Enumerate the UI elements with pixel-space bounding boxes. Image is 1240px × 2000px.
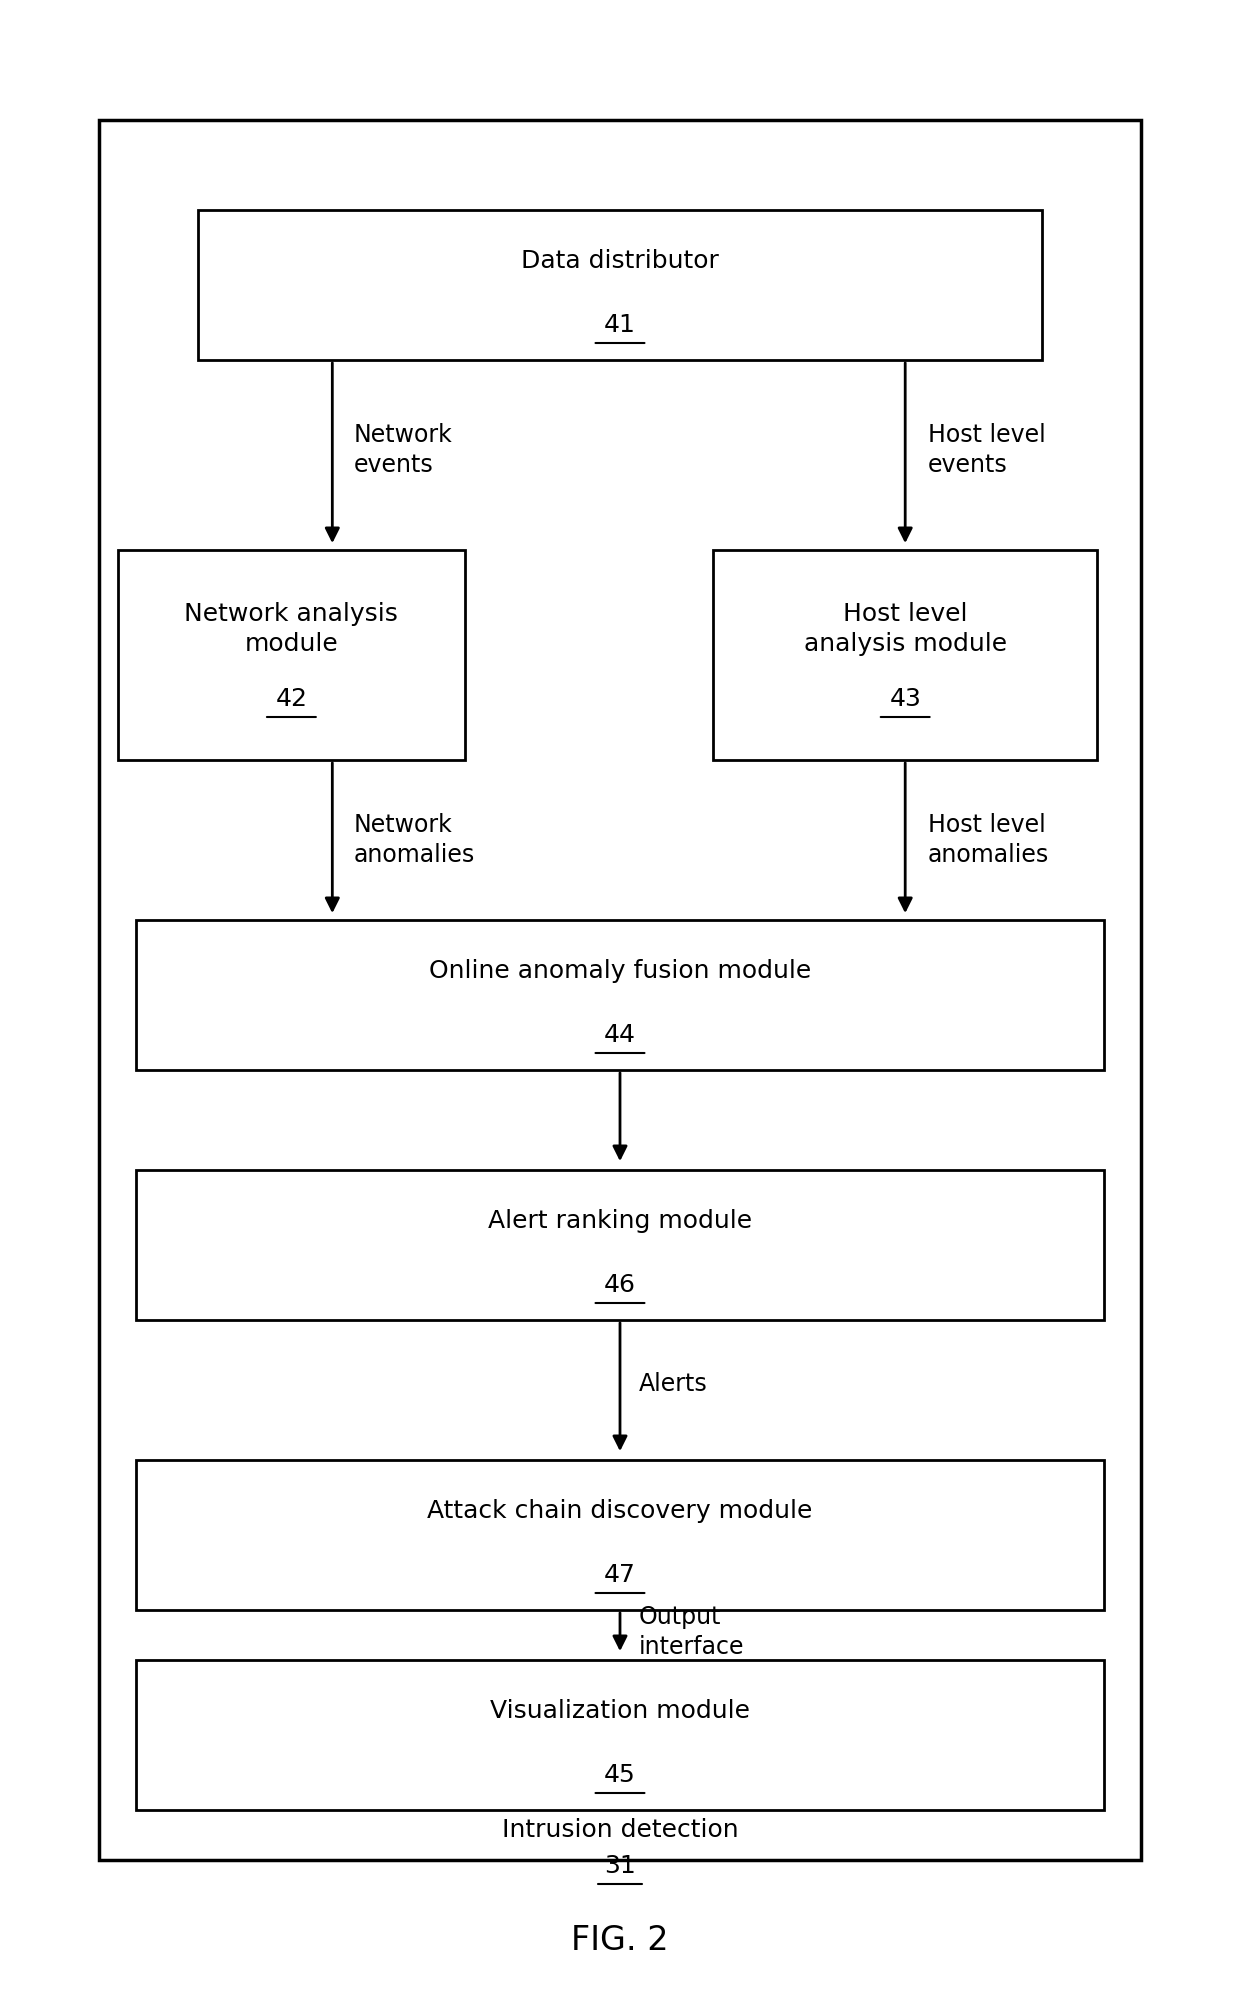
Text: 42: 42 (275, 688, 308, 712)
FancyBboxPatch shape (198, 210, 1042, 360)
Text: 46: 46 (604, 1274, 636, 1296)
Text: Visualization module: Visualization module (490, 1698, 750, 1722)
FancyBboxPatch shape (136, 920, 1104, 1070)
Text: Output
interface: Output interface (639, 1606, 744, 1658)
Text: Host level
anomalies: Host level anomalies (928, 814, 1049, 866)
Text: 43: 43 (889, 688, 921, 712)
Text: Data distributor: Data distributor (521, 250, 719, 274)
Text: 47: 47 (604, 1564, 636, 1588)
FancyBboxPatch shape (136, 1660, 1104, 1810)
Text: 31: 31 (604, 1854, 636, 1878)
Text: Host level
analysis module: Host level analysis module (804, 602, 1007, 656)
FancyBboxPatch shape (136, 1460, 1104, 1610)
Text: Network
anomalies: Network anomalies (353, 814, 475, 866)
FancyBboxPatch shape (118, 550, 465, 760)
Text: Alerts: Alerts (639, 1372, 707, 1396)
Text: FIG. 2: FIG. 2 (572, 1924, 668, 1956)
Text: Online anomaly fusion module: Online anomaly fusion module (429, 958, 811, 982)
Text: 45: 45 (604, 1764, 636, 1788)
Text: Network analysis
module: Network analysis module (185, 602, 398, 656)
FancyBboxPatch shape (136, 1170, 1104, 1320)
Text: Alert ranking module: Alert ranking module (487, 1208, 753, 1232)
FancyBboxPatch shape (99, 120, 1141, 1860)
Text: 41: 41 (604, 314, 636, 338)
Text: 44: 44 (604, 1022, 636, 1046)
Text: Intrusion detection: Intrusion detection (502, 1818, 738, 1842)
Text: Attack chain discovery module: Attack chain discovery module (428, 1500, 812, 1524)
Text: Network
events: Network events (353, 424, 453, 476)
FancyBboxPatch shape (713, 550, 1097, 760)
Text: Host level
events: Host level events (928, 424, 1045, 476)
